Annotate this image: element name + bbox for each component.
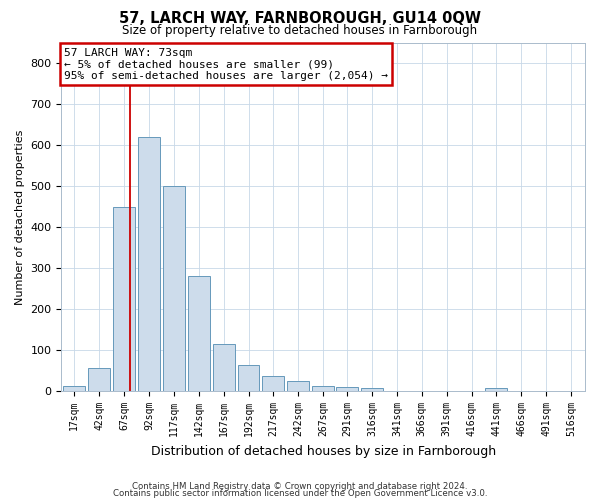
Bar (336, 387, 358, 391)
X-axis label: Distribution of detached houses by size in Farnborough: Distribution of detached houses by size … (151, 444, 496, 458)
Bar (188, 276, 210, 391)
Text: 57 LARCH WAY: 73sqm
← 5% of detached houses are smaller (99)
95% of semi-detache: 57 LARCH WAY: 73sqm ← 5% of detached hou… (64, 48, 388, 81)
Bar (163, 186, 185, 391)
Y-axis label: Number of detached properties: Number of detached properties (15, 129, 25, 304)
Bar (64, 386, 85, 391)
Bar (213, 344, 235, 391)
Text: Size of property relative to detached houses in Farnborough: Size of property relative to detached ho… (122, 24, 478, 37)
Bar (312, 386, 334, 391)
Bar (262, 376, 284, 391)
Bar (88, 368, 110, 391)
Bar (138, 137, 160, 391)
Bar (238, 364, 259, 391)
Bar (485, 388, 508, 391)
Text: 57, LARCH WAY, FARNBOROUGH, GU14 0QW: 57, LARCH WAY, FARNBOROUGH, GU14 0QW (119, 11, 481, 26)
Text: Contains HM Land Registry data © Crown copyright and database right 2024.: Contains HM Land Registry data © Crown c… (132, 482, 468, 491)
Text: Contains public sector information licensed under the Open Government Licence v3: Contains public sector information licen… (113, 489, 487, 498)
Bar (361, 388, 383, 391)
Bar (113, 206, 135, 391)
Bar (287, 381, 309, 391)
